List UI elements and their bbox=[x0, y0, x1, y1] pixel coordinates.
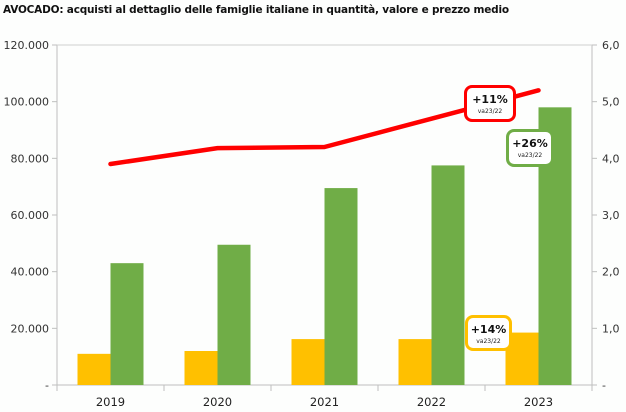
right-tick-label: 3,0 bbox=[602, 209, 620, 222]
annotation-price-value: +11% bbox=[472, 93, 508, 106]
right-tick-label: 2,0 bbox=[602, 266, 620, 279]
bar-quantit-2020 bbox=[184, 351, 218, 385]
right-tick-label: 6,0 bbox=[602, 39, 620, 52]
bar-valore-2019 bbox=[110, 263, 144, 385]
annotation-quantity-value: +14% bbox=[470, 323, 507, 336]
bar-valore-2021 bbox=[324, 188, 358, 385]
annotation-price-sub: va23/22 bbox=[477, 108, 503, 115]
left-tick-label: 120.000 bbox=[4, 39, 50, 52]
annotation-quantity-sub: va23/22 bbox=[476, 338, 501, 345]
x-tick-label: 2020 bbox=[203, 395, 232, 409]
left-tick-label: 40.000 bbox=[11, 266, 50, 279]
x-tick-label: 2021 bbox=[310, 395, 339, 409]
bar-valore-2020 bbox=[217, 244, 251, 385]
annotation-quantity: +14% va23/22 bbox=[465, 315, 512, 351]
right-tick-label: 1,0 bbox=[602, 322, 620, 335]
chart-title: AVOCADO: acquisti al dettaglio delle fam… bbox=[3, 4, 509, 16]
left-tick-label: 60.000 bbox=[11, 209, 50, 222]
right-tick-label: 4,0 bbox=[602, 152, 620, 165]
left-tick-label: 20.000 bbox=[11, 322, 50, 335]
left-tick-label: 100.000 bbox=[4, 96, 50, 109]
bar-valore-2022 bbox=[431, 165, 465, 385]
left-tick-label: 80.000 bbox=[11, 152, 50, 165]
annotation-value: +26% va23/22 bbox=[506, 129, 554, 167]
x-tick-label: 2022 bbox=[417, 395, 446, 409]
right-tick-label: 5,0 bbox=[602, 96, 620, 109]
left-tick-label: - bbox=[45, 379, 49, 392]
right-tick-label: - bbox=[602, 379, 606, 392]
annotation-value-value: +26% bbox=[512, 137, 548, 150]
annotation-value-sub: va23/22 bbox=[517, 152, 543, 159]
x-tick-label: 2023 bbox=[524, 395, 553, 409]
bar-quantit-2021 bbox=[291, 339, 325, 385]
bar-quantit-2019 bbox=[77, 353, 111, 385]
x-tick-label: 2019 bbox=[96, 395, 125, 409]
annotation-price: +11% va23/22 bbox=[464, 85, 516, 122]
bar-quantit-2022 bbox=[398, 339, 432, 385]
